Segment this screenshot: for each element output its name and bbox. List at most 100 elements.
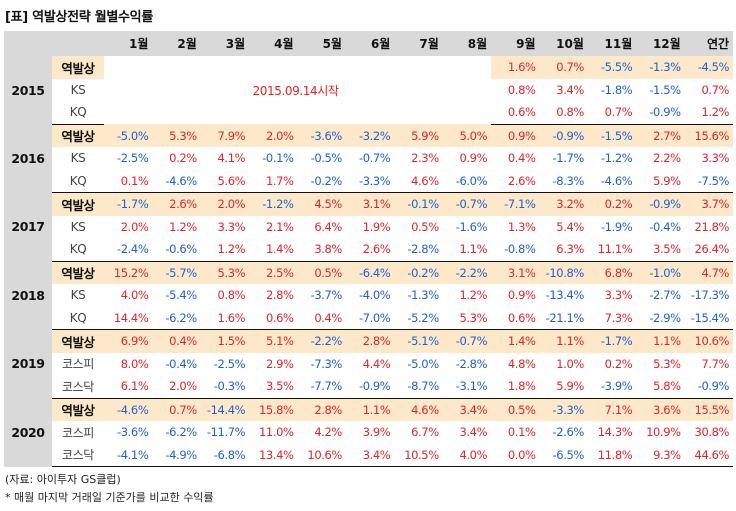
return-cell: -13.4% (545, 288, 585, 303)
return-cell: 4.0% (120, 288, 149, 303)
return-cell: 9.3% (636, 443, 685, 467)
table-row: 코스닥 -4.1% -4.9% -6.8% 13.4% 10.6% 3.4% 10.5% 4.0… (4, 443, 734, 467)
return-cell: 1.1% (345, 398, 395, 421)
year-cell: 2018 (4, 261, 52, 330)
return-cell: 4.7% (684, 261, 734, 284)
table-row: 코스피 8.0% -0.4% -2.5% 2.9% -7.3% 4.4% -5.0% -2.8%… (4, 353, 733, 376)
monthly-returns-table: 1월 2월 3월 4월 5월 6월 7월 8월 9월 10월 11월 12월 연… (4, 31, 734, 467)
return-cell: -0.9% (539, 124, 588, 147)
return-cell: -1.7% (587, 329, 637, 353)
return-cell: 1.1% (539, 329, 588, 353)
return-cell: -3.2% (345, 124, 395, 147)
return-cell: 4.8% (507, 356, 536, 371)
return-cell: 0.8% (507, 82, 536, 97)
return-cell: 0.9% (507, 288, 536, 303)
return-cell: 5.3% (200, 261, 250, 284)
return-cell: 0.1% (104, 169, 153, 193)
return-cell: 5.9% (636, 169, 685, 193)
return-cell: 11.1% (587, 238, 637, 262)
return-cell: 6.9% (104, 329, 153, 353)
return-cell: 5.0% (442, 124, 492, 147)
return-cell: 4.1% (217, 151, 246, 166)
return-cell: -6.8% (200, 443, 250, 467)
return-cell: 3.4% (442, 398, 492, 421)
return-cell: 2.8% (265, 288, 294, 303)
return-cell: -2.9% (636, 306, 685, 330)
table-row: 2018 역발상 15.2% -5.7% 5.3% 2.5% 0.5% -6.4% -0.2% -… (4, 261, 734, 330)
return-cell: 0.6% (249, 306, 298, 330)
return-cell: 2.8% (345, 329, 395, 353)
table-row: KS -2.5% 0.2% 4.1% -0.1% -0.5% -0.7% 2.3% 0.9% 0.… (4, 147, 733, 170)
return-cell: -7.7% (297, 375, 346, 399)
return-cell: -1.5% (587, 124, 637, 147)
return-cell: 5.3% (152, 124, 201, 147)
return-cell: -2.8% (455, 356, 488, 371)
header-blank-label (52, 31, 104, 56)
return-cell: 0.8% (217, 288, 246, 303)
return-cell: 0.7% (152, 398, 201, 421)
return-cell: 0.7% (587, 101, 637, 125)
return-cell: -7.0% (345, 306, 395, 330)
return-cell: 0.1% (507, 425, 536, 440)
return-cell: 2.0% (120, 219, 149, 234)
return-cell: -8.7% (394, 375, 443, 399)
return-cell: 2.8% (297, 398, 346, 421)
return-cell: -17.3% (690, 288, 730, 303)
return-cell: -4.0% (358, 288, 391, 303)
return-cell: -4.5% (684, 56, 734, 79)
return-cell: 1.2% (200, 238, 250, 262)
table-header-row: 1월 2월 3월 4월 5월 6월 7월 8월 9월 10월 11월 12월 연… (4, 31, 734, 56)
return-cell: -6.2% (165, 425, 197, 440)
return-cell: 0.7% (701, 82, 730, 97)
row-label: KQ (52, 169, 104, 193)
return-cell: -0.4% (649, 219, 681, 234)
return-cell: 2.0% (249, 124, 298, 147)
return-cell: 2.1% (265, 219, 294, 234)
return-cell: -6.0% (442, 169, 492, 193)
return-cell: -1.2% (600, 151, 633, 166)
return-cell: 5.8% (636, 375, 685, 399)
return-cell: 0.2% (604, 356, 633, 371)
return-cell: 3.7% (684, 192, 734, 216)
return-cell: -1.8% (600, 82, 633, 97)
year-cell: 2020 (4, 398, 52, 467)
return-cell: -0.3% (200, 375, 250, 399)
row-label: 역발상 (52, 329, 104, 353)
return-cell: 0.0% (491, 443, 540, 467)
return-cell: 3.4% (459, 425, 488, 440)
table-row: 코스닥 6.1% 2.0% -0.3% 3.5% -7.7% -0.9% -8.7% -3.1%… (4, 375, 734, 399)
return-cell: 6.3% (539, 238, 588, 262)
table-row: 2016 역발상 -5.0% 5.3% 7.9% 2.0% -3.6% -3.2% 5.9% 5.… (4, 124, 734, 193)
return-cell: -0.9% (345, 375, 395, 399)
header-blank-year (4, 31, 52, 56)
return-cell: 1.2% (459, 288, 488, 303)
table-row: KQ 0.6% 0.8% 0.7% -0.9% 1.2% (4, 101, 734, 125)
return-cell: -1.2% (249, 192, 298, 216)
column-header: 7월 (394, 31, 443, 56)
return-cell: 3.2% (539, 192, 588, 216)
return-cell: -3.7% (310, 288, 343, 303)
return-cell: -0.9% (684, 375, 734, 399)
return-cell: -2.2% (442, 261, 492, 284)
return-cell: -11.7% (206, 425, 246, 440)
column-header: 12월 (636, 31, 685, 56)
return-cell: 1.4% (491, 329, 540, 353)
return-cell: 7.7% (701, 356, 730, 371)
row-label: KS (70, 288, 86, 303)
row-label: KQ (52, 101, 104, 125)
row-label: KS (70, 82, 86, 97)
return-cell: 2.9% (265, 356, 294, 371)
return-cell: -5.1% (394, 329, 443, 353)
return-cell: 2.0% (152, 375, 201, 399)
return-cell: -0.7% (442, 329, 492, 353)
return-cell: 3.1% (491, 261, 540, 284)
return-cell: -10.8% (539, 261, 588, 284)
return-cell: -0.6% (152, 238, 201, 262)
return-cell: -2.5% (117, 151, 149, 166)
return-cell: -6.5% (539, 443, 588, 467)
return-cell: -4.1% (104, 443, 153, 467)
table-row: 2017 역발상 -1.7% 2.6% 2.0% -1.2% 4.5% 3.1% -0.1% -0… (4, 192, 734, 261)
return-cell: -1.6% (455, 219, 488, 234)
return-cell: -3.3% (539, 398, 588, 421)
return-cell: 3.3% (217, 219, 246, 234)
